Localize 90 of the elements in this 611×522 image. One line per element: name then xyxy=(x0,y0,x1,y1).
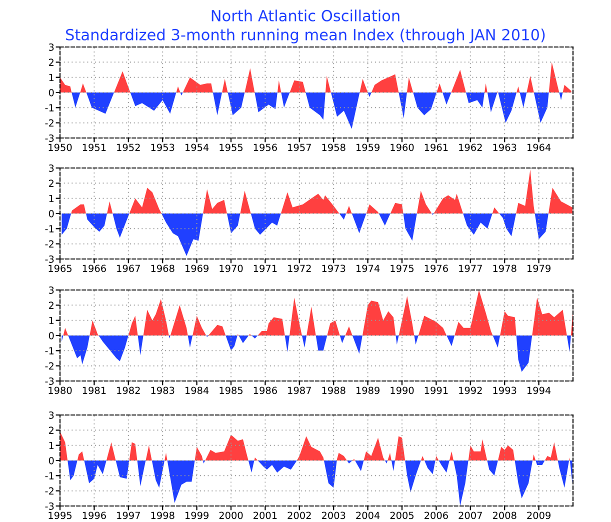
x-tick-label: 2004 xyxy=(356,512,380,520)
x-tick-label: 1979 xyxy=(527,264,550,272)
x-tick-label: 1962 xyxy=(459,144,482,152)
y-tick-label: 1 xyxy=(49,194,54,202)
x-tick-label: 1982 xyxy=(117,386,140,394)
y-tick-label: 3 xyxy=(49,286,54,294)
y-tick-label: -1 xyxy=(45,225,54,232)
x-tick-label: 1983 xyxy=(151,386,174,394)
x-tick-label: 1961 xyxy=(424,144,448,152)
x-tick-label: 1951 xyxy=(82,144,106,152)
x-tick-label: 1995 xyxy=(48,512,72,520)
y-tick-label: 1 xyxy=(49,442,54,450)
x-tick-label: 1975 xyxy=(390,264,414,272)
y-tick-label: 1 xyxy=(49,74,54,82)
y-tick-label: 0 xyxy=(48,456,54,464)
y-tick-label: 2 xyxy=(48,302,54,309)
x-tick-label: 1994 xyxy=(527,386,551,394)
x-tick-label: 1952 xyxy=(117,144,140,152)
x-tick-label: 2009 xyxy=(527,512,550,520)
y-tick-label: -2 xyxy=(45,362,54,370)
x-tick-label: 1988 xyxy=(322,386,346,394)
x-tick-label: 1976 xyxy=(424,264,448,272)
x-tick-label: 1959 xyxy=(356,144,380,152)
x-tick-label: 1978 xyxy=(493,264,516,272)
x-tick-label: 1972 xyxy=(288,264,311,272)
y-tick-label: 2 xyxy=(48,58,54,66)
y-tick-label: -1 xyxy=(45,472,54,480)
x-tick-label: 1950 xyxy=(48,144,72,152)
x-tick-label: 2002 xyxy=(288,512,311,520)
x-tick-label: 1956 xyxy=(254,144,277,152)
x-tick-label: 1997 xyxy=(117,512,140,520)
x-tick-label: 1963 xyxy=(493,144,516,152)
y-tick-label: -2 xyxy=(45,119,54,127)
x-tick-label: 1989 xyxy=(356,386,380,394)
x-tick-label: 2007 xyxy=(458,512,482,520)
x-tick-label: 1991 xyxy=(424,386,448,394)
x-tick-label: 1960 xyxy=(390,144,414,152)
y-tick-label: 2 xyxy=(48,426,54,434)
x-tick-label: 2008 xyxy=(492,512,516,520)
x-tick-label: 1971 xyxy=(254,264,277,272)
x-tick-label: 1955 xyxy=(220,144,243,152)
x-tick-label: 1965 xyxy=(48,264,72,272)
x-tick-label: 1993 xyxy=(493,386,516,394)
y-tick-label: -1 xyxy=(45,347,54,354)
y-tick-label: 3 xyxy=(49,411,54,419)
x-tick-label: 1986 xyxy=(254,386,277,394)
x-tick-label: 1984 xyxy=(185,386,209,394)
y-tick-label: -3 xyxy=(45,377,54,385)
x-tick-label: 1966 xyxy=(82,264,106,272)
y-tick-label: -3 xyxy=(45,502,54,510)
x-tick-label: 1999 xyxy=(185,512,208,520)
x-tick-label: 2001 xyxy=(254,512,277,520)
y-tick-label: 0 xyxy=(48,332,54,340)
x-tick-label: 1967 xyxy=(117,264,140,272)
x-tick-label: 2006 xyxy=(424,512,448,520)
x-tick-label: 1953 xyxy=(151,144,174,152)
x-tick-label: 1987 xyxy=(288,386,311,394)
y-tick-label: 0 xyxy=(48,210,54,218)
x-tick-label: 1969 xyxy=(185,264,208,272)
x-tick-label: 1958 xyxy=(322,144,346,152)
x-tick-label: 1998 xyxy=(151,512,174,520)
x-tick-label: 1985 xyxy=(220,386,243,394)
x-tick-label: 1980 xyxy=(48,386,72,394)
x-tick-label: 1970 xyxy=(220,264,243,272)
y-tick-label: -2 xyxy=(45,240,54,248)
y-tick-label: 2 xyxy=(48,180,54,187)
x-tick-label: 1968 xyxy=(151,264,174,272)
y-tick-label: -3 xyxy=(45,255,54,263)
chart-title: North Atlantic Oscillation xyxy=(212,10,400,22)
x-tick-label: 2003 xyxy=(322,512,346,520)
x-tick-label: 1996 xyxy=(82,512,106,520)
x-tick-label: 1992 xyxy=(459,386,482,394)
x-tick-label: 1973 xyxy=(322,264,346,272)
y-tick-label: 1 xyxy=(49,316,54,324)
x-tick-label: 1964 xyxy=(527,144,551,152)
y-tick-label: 3 xyxy=(49,43,54,51)
x-tick-label: 2005 xyxy=(390,512,414,520)
x-tick-label: 1974 xyxy=(356,264,380,272)
chart-subtitle: Standardized 3-month running mean Index (through JAN 2010) xyxy=(66,28,545,44)
y-tick-label: -2 xyxy=(45,487,54,495)
y-tick-label: 3 xyxy=(49,164,54,172)
y-tick-label: -3 xyxy=(45,134,54,142)
x-tick-label: 2000 xyxy=(219,512,243,520)
y-tick-label: -1 xyxy=(45,104,54,112)
x-tick-label: 1954 xyxy=(185,144,209,152)
x-tick-label: 1957 xyxy=(288,144,311,152)
x-tick-label: 1977 xyxy=(459,264,482,272)
y-tick-label: 0 xyxy=(48,88,54,96)
x-tick-label: 1981 xyxy=(82,386,106,394)
x-tick-label: 1990 xyxy=(390,386,414,394)
